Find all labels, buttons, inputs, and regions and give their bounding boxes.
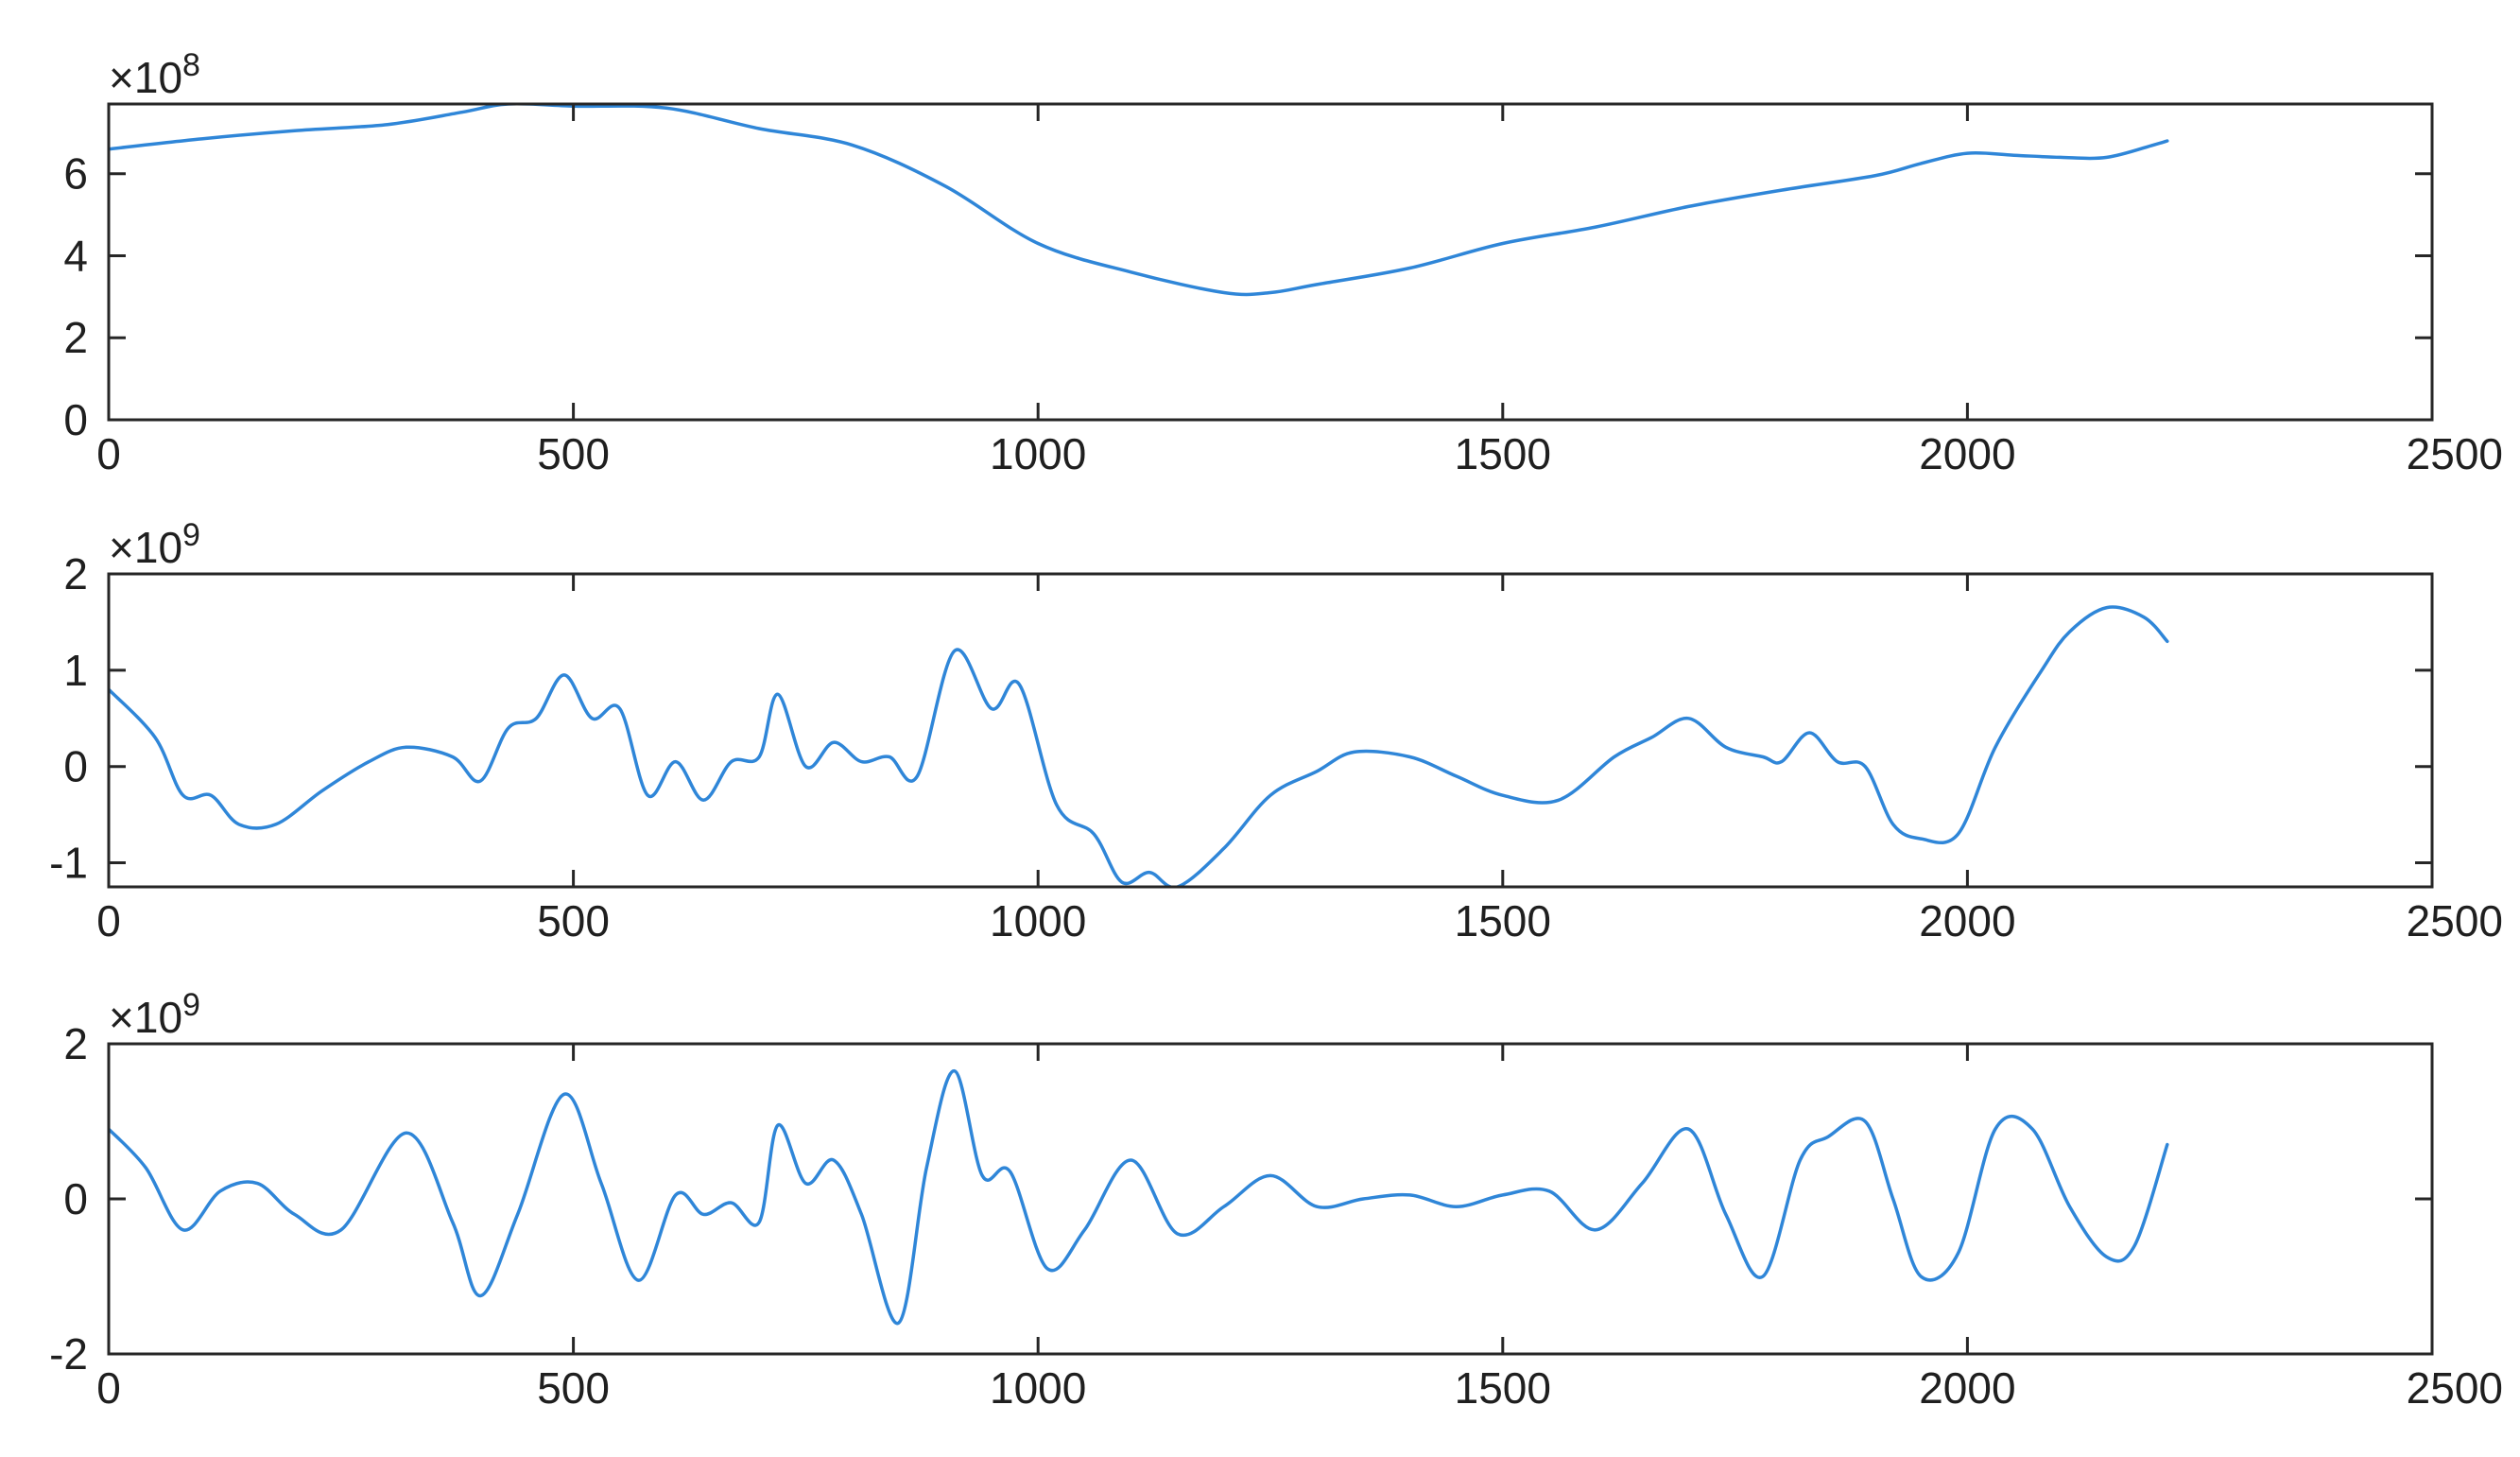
x-tick-label: 0 bbox=[96, 1363, 121, 1413]
y-exponent-power: 9 bbox=[182, 517, 200, 553]
y-tick-label: 0 bbox=[63, 742, 88, 791]
x-tick-label: 1000 bbox=[990, 1363, 1086, 1413]
y-exponent-label: ×108 bbox=[109, 47, 200, 102]
y-exponent-base: ×10 bbox=[109, 993, 182, 1042]
y-tick-label: 2 bbox=[63, 1019, 88, 1068]
axes-frame bbox=[107, 102, 2434, 422]
y-tick-label: 2 bbox=[63, 549, 88, 598]
y-tick-label: 4 bbox=[63, 231, 88, 280]
x-tick-label: 2000 bbox=[1919, 896, 2015, 945]
series-line bbox=[109, 104, 2169, 297]
axes-frame bbox=[107, 572, 2434, 889]
x-tick-label: 1000 bbox=[990, 896, 1086, 945]
axes-frame bbox=[107, 1042, 2434, 1356]
y-tick-label: 0 bbox=[63, 395, 88, 444]
x-tick-label: 2000 bbox=[1919, 429, 2015, 478]
y-tick-label: 2 bbox=[63, 313, 88, 362]
y-exponent-power: 8 bbox=[182, 47, 200, 83]
x-tick-label: 2500 bbox=[2407, 429, 2503, 478]
y-exponent-label: ×109 bbox=[109, 987, 200, 1042]
y-tick-label: -1 bbox=[49, 839, 88, 888]
y-tick-label: -2 bbox=[49, 1329, 88, 1379]
x-tick-label: 1500 bbox=[1455, 896, 1551, 945]
x-tick-label: 2500 bbox=[2407, 1363, 2503, 1413]
x-tick-label: 500 bbox=[537, 1363, 610, 1413]
y-exponent-label: ×109 bbox=[109, 517, 200, 572]
series-line bbox=[109, 605, 2169, 887]
x-tick-label: 1000 bbox=[990, 429, 1086, 478]
x-tick-label: 0 bbox=[96, 429, 121, 478]
x-tick-label: 1500 bbox=[1455, 1363, 1551, 1413]
y-exponent-base: ×10 bbox=[109, 523, 182, 572]
panel-1: 0 500 1000 1500 2000 2500 0 2 4 6 ×108 bbox=[63, 47, 2503, 478]
x-tick-label: 2500 bbox=[2407, 896, 2503, 945]
y-exponent-base: ×10 bbox=[109, 53, 182, 102]
panel-3: 0 500 1000 1500 2000 2500-202×109 bbox=[49, 987, 2503, 1413]
x-tick-label: 2000 bbox=[1919, 1363, 2015, 1413]
x-tick-label: 0 bbox=[96, 896, 121, 945]
series-line bbox=[109, 1068, 2169, 1325]
y-tick-label: 1 bbox=[63, 646, 88, 695]
y-tick-label: 0 bbox=[63, 1174, 88, 1223]
x-tick-label: 1500 bbox=[1455, 429, 1551, 478]
y-exponent-power: 9 bbox=[182, 987, 200, 1023]
y-tick-label: 6 bbox=[63, 149, 88, 199]
x-tick-label: 500 bbox=[537, 896, 610, 945]
x-tick-label: 500 bbox=[537, 429, 610, 478]
